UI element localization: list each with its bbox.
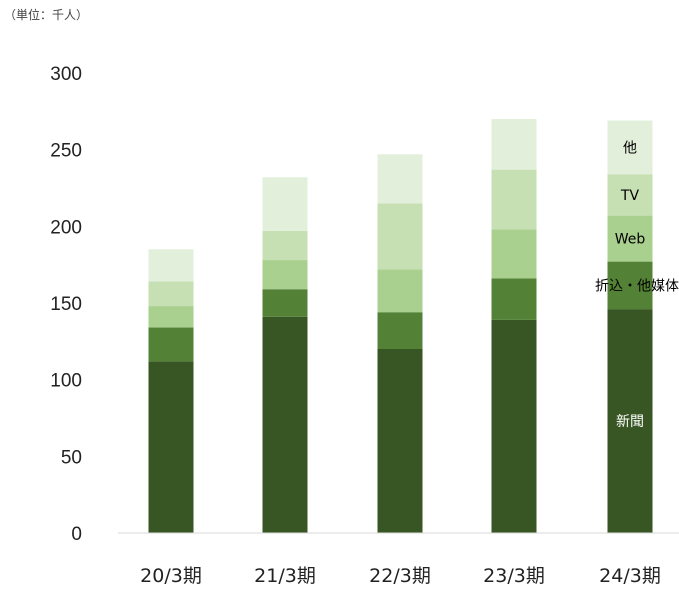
bars: [148, 119, 653, 533]
bar-segment: [148, 327, 194, 362]
bar-segment: [148, 306, 194, 328]
series-label: Web: [615, 232, 646, 248]
unit-note: （単位：千人）: [4, 8, 89, 22]
y-tick-label: 100: [50, 371, 82, 392]
x-tick-label: 23/3期: [483, 565, 545, 587]
bar-segment: [377, 349, 423, 533]
bar-segment: [491, 229, 537, 279]
bar-segment: [377, 203, 423, 270]
x-tick-label: 22/3期: [369, 565, 431, 587]
series-label: 他: [623, 140, 637, 156]
bar-segment: [148, 249, 194, 282]
bar-segment: [262, 316, 308, 533]
bar-segment: [262, 230, 308, 261]
y-tick-label: 250: [50, 141, 82, 162]
x-tick-label: 21/3期: [254, 565, 316, 587]
bar-segment: [148, 361, 194, 533]
bar-segment: [491, 319, 537, 533]
bar-segment: [607, 174, 653, 216]
bar-segment: [607, 120, 653, 175]
bar-segment: [491, 119, 537, 170]
bar-segment: [148, 281, 194, 307]
x-tick-label: 20/3期: [140, 565, 202, 587]
bar-segment: [607, 261, 653, 310]
y-tick-label: 200: [50, 217, 82, 238]
series-label: 折込・他媒体: [595, 278, 679, 294]
bar-segment: [262, 177, 308, 231]
bar-segment: [607, 309, 653, 533]
y-axis: 0 50 100 150 200 250 300: [50, 64, 82, 545]
y-tick-label: 300: [50, 64, 82, 85]
bar-segment: [377, 312, 423, 349]
bar-segment: [491, 278, 537, 320]
bar-segment: [491, 169, 537, 230]
y-tick-label: 150: [50, 294, 82, 315]
x-axis: 20/3期 21/3期 22/3期 23/3期 24/3期: [140, 565, 661, 587]
series-labels: 新聞 折込・他媒体 Web TV 他: [595, 140, 679, 430]
y-tick-label: 0: [71, 524, 82, 545]
bar-segment: [377, 269, 423, 313]
bar-segment: [262, 289, 308, 317]
series-label: 新聞: [616, 414, 644, 430]
y-tick-label: 50: [61, 447, 82, 468]
bar-segment: [262, 260, 308, 290]
bar-segment: [377, 154, 423, 204]
series-label: TV: [620, 188, 640, 204]
x-tick-label: 24/3期: [599, 565, 661, 587]
bar-segment: [607, 215, 653, 262]
